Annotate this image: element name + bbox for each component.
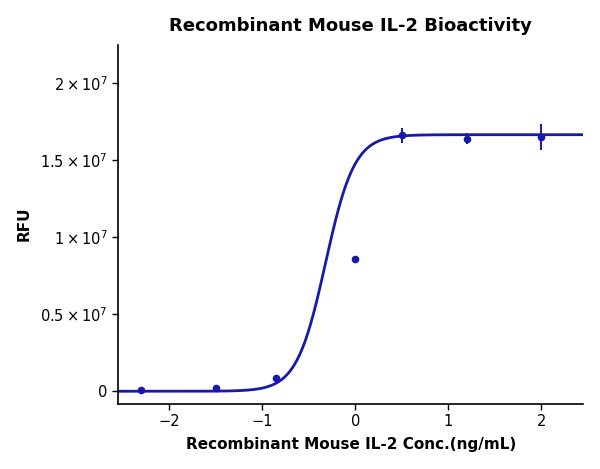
X-axis label: Recombinant Mouse IL-2 Conc.(ng/mL): Recombinant Mouse IL-2 Conc.(ng/mL) [185,437,516,452]
Title: Recombinant Mouse IL-2 Bioactivity: Recombinant Mouse IL-2 Bioactivity [169,17,532,35]
Y-axis label: RFU: RFU [17,207,32,242]
